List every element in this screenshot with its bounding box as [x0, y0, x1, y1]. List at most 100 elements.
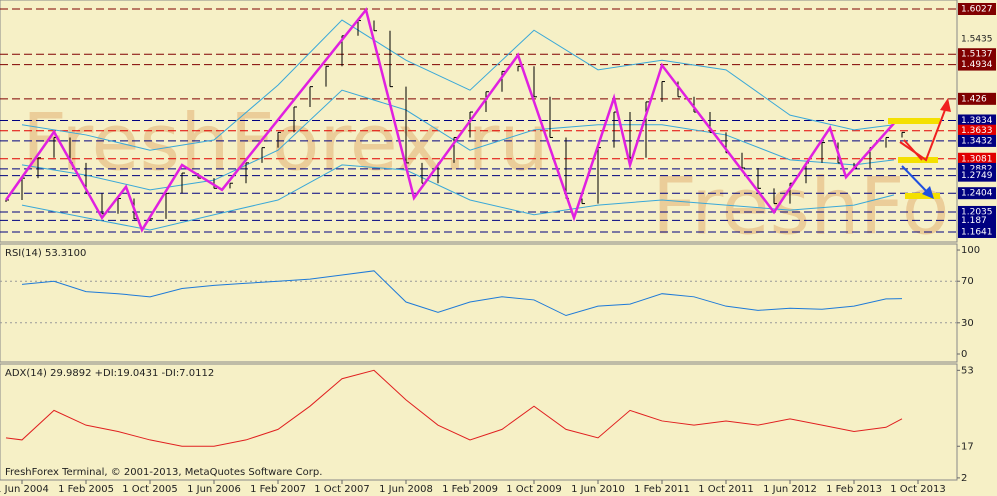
zigzag: [4, 7, 895, 233]
price-bar: [117, 197, 121, 214]
price-bar: [245, 162, 249, 184]
price-bar: [549, 96, 553, 138]
price-bar: [741, 152, 745, 169]
yellow-zone: [905, 193, 940, 199]
y-tick-label: 1.187: [961, 216, 987, 226]
price-bar: [309, 86, 313, 107]
x-tick-label: 1 Oct 2011: [698, 484, 753, 495]
y-tick-label: 1.3432: [961, 136, 993, 146]
x-tick-label: 1 Jun 2004: [0, 484, 49, 495]
y-tick-label: 1.3081: [961, 154, 993, 164]
pane-title: ADX(14) 29.9892 +DI:19.0431 -DI:7.0112: [5, 368, 214, 379]
y-tick-label: 2: [961, 473, 967, 484]
price-bar: [757, 167, 761, 189]
x-tick-label: 1 Feb 2013: [826, 484, 882, 495]
y-tick-label: 1.2749: [961, 171, 993, 181]
price-bar: [613, 111, 617, 148]
level-label-bg: [958, 92, 996, 105]
price-bar: [405, 86, 409, 164]
adx-pane: [0, 363, 958, 481]
x-tick-label: 1 Jun 2008: [379, 484, 433, 495]
indicator-line: [5, 369, 903, 447]
price-bar: [229, 182, 233, 189]
price-bar: [261, 147, 265, 163]
indicator-line: [21, 270, 903, 317]
y-tick-label: 17: [961, 441, 974, 452]
yellow-zone: [898, 157, 938, 163]
x-tick-label: 1 Oct 2007: [314, 484, 369, 495]
level-label-bg: [958, 48, 996, 61]
x-tick-label: 1 Feb 2007: [250, 484, 306, 495]
price-bar: [565, 137, 569, 199]
rsi-pane: [0, 243, 958, 363]
price-bar: [181, 172, 185, 194]
level-label-bg: [958, 225, 996, 238]
watermark: FreshFo: [652, 162, 949, 252]
arrow-head: [922, 186, 934, 199]
y-tick-label: 0: [961, 349, 967, 360]
price-bar: [821, 142, 825, 163]
x-tick-label: 1 Feb 2009: [442, 484, 498, 495]
price-bar: [629, 112, 633, 159]
price-bar: [581, 198, 585, 205]
price-bar: [165, 192, 169, 219]
red-arrow: [903, 139, 923, 161]
level-label-bg: [958, 114, 996, 127]
price-bar: [357, 20, 361, 36]
y-tick-label: 1.4934: [961, 60, 993, 70]
price-bar: [293, 106, 297, 133]
yellow-zone: [888, 118, 940, 124]
x-tick-label: 1 Jun 2012: [763, 484, 817, 495]
level-label-bg: [958, 152, 996, 165]
x-tick-label: 1 Jun 2010: [571, 484, 625, 495]
band-line: [21, 89, 895, 191]
y-tick-label: 1.5137: [961, 50, 993, 60]
blue-arrow: [901, 165, 931, 196]
y-tick-label: 1.3633: [961, 126, 993, 136]
level-label-bg: [958, 187, 996, 200]
price-bar: [485, 91, 489, 113]
price-bar: [37, 157, 41, 179]
price-bar: [101, 193, 105, 215]
price-bar: [885, 136, 889, 148]
x-tick-label: 1 Oct 2009: [506, 484, 561, 495]
y-tick-label: 1.1641: [961, 227, 993, 237]
x-tick-label: 1 Oct 2013: [890, 484, 945, 495]
price-pane: [0, 0, 958, 243]
level-label-bg: [958, 169, 996, 182]
price-bar: [501, 70, 505, 92]
level-label-bg: [958, 2, 996, 15]
price-bar: [325, 65, 329, 87]
price-bar: [901, 131, 905, 138]
y-tick-label: 1.2882: [961, 164, 993, 174]
price-bar: [773, 188, 777, 205]
price-bar: [213, 178, 217, 189]
price-bar: [677, 81, 681, 98]
pane-title: RSI(14) 53.3100: [5, 248, 86, 259]
level-label-bg: [958, 58, 996, 71]
y-tick-label: 1.3834: [961, 116, 993, 126]
price-bar: [469, 111, 473, 138]
level-label-bg: [958, 124, 996, 137]
band-line: [21, 19, 895, 151]
y-tick-label: 70: [961, 276, 974, 287]
x-tick-label: 1 Jun 2006: [187, 484, 241, 495]
y-tick-label: 1.5435: [961, 35, 993, 45]
band-line: [21, 164, 895, 231]
price-bar: [277, 131, 281, 148]
footer: FreshForex Terminal, © 2001-2013, MetaQu…: [5, 467, 322, 478]
level-label-bg: [958, 214, 996, 227]
y-tick-label: 1.6027: [961, 4, 993, 14]
red-arrow: [899, 101, 949, 162]
y-tick-label: 1.426: [961, 94, 987, 104]
x-tick-label: 1 Feb 2005: [58, 484, 114, 495]
y-tick-label: 30: [961, 318, 974, 329]
price-bar: [533, 66, 537, 98]
y-tick-label: 53: [961, 365, 974, 376]
price-bar: [517, 65, 521, 72]
level-label-bg: [958, 134, 996, 147]
y-tick-label: 1.2035: [961, 207, 993, 217]
forecast-marks: [888, 98, 951, 199]
x-tick-label: 1 Feb 2011: [634, 484, 690, 495]
